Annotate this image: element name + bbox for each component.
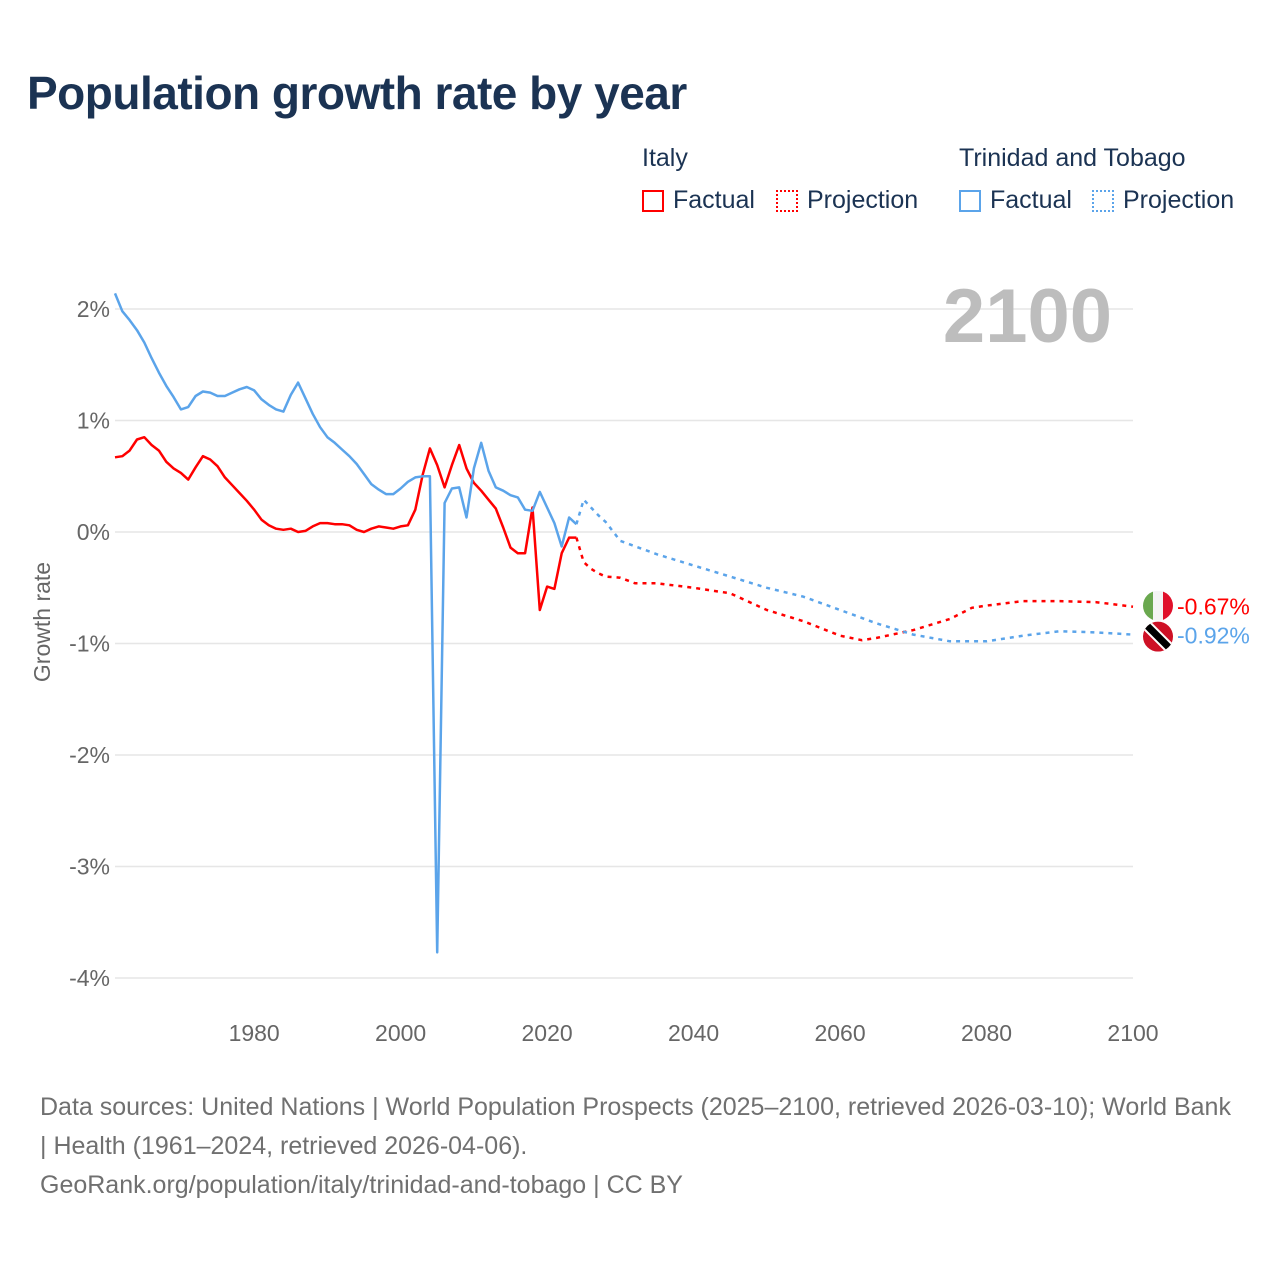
y-tick-label: -3% (69, 854, 110, 880)
y-tick-label: -1% (69, 631, 110, 657)
series-line-factual-1 (113, 292, 578, 954)
legend-group-trinidad: Trinidad and Tobago (959, 144, 1186, 172)
series-line-projection-0 (575, 537, 1134, 642)
y-tick-label: -4% (69, 965, 110, 991)
x-tick-label: 2020 (522, 1020, 573, 1046)
x-tick-label: 2100 (1107, 1020, 1158, 1046)
solid-swatch-icon (959, 189, 981, 212)
x-tick-label: 1980 (229, 1020, 280, 1046)
x-tick-label: 2080 (961, 1020, 1012, 1046)
x-tick-label: 2040 (668, 1020, 719, 1046)
x-tick-label: 2000 (375, 1020, 426, 1046)
trinidad-flag-icon (1143, 621, 1173, 652)
year-label: 2100 (943, 274, 1112, 359)
legend-label: Factual (673, 186, 755, 214)
footer-link[interactable]: GeoRank.org/population/italy/trinidad-an… (40, 1171, 683, 1199)
series-line-projection-1 (575, 497, 1134, 643)
y-tick-label: 0% (77, 519, 110, 545)
dotted-swatch-icon (776, 189, 798, 212)
legend-italy-projection[interactable]: Projection (776, 186, 918, 215)
legend-group-italy: Italy (642, 144, 688, 172)
series-line-factual-0 (114, 435, 577, 612)
solid-swatch-icon (642, 189, 664, 212)
italy-flag-icon (1143, 590, 1173, 621)
italy-end-value: -0.67% (1177, 594, 1250, 620)
footer-sources: Data sources: United Nations | World Pop… (40, 1093, 1231, 1160)
dotted-swatch-icon (1092, 189, 1114, 212)
legend-trinidad-projection[interactable]: Projection (1092, 186, 1234, 215)
trinidad-end-value: -0.92% (1177, 623, 1250, 649)
legend-label: Factual (990, 186, 1072, 214)
legend-trinidad-factual[interactable]: Factual (959, 186, 1072, 215)
x-tick-label: 2060 (814, 1020, 865, 1046)
legend-label: Projection (1123, 186, 1235, 214)
y-tick-label: -2% (69, 742, 110, 768)
legend-italy-factual[interactable]: Factual (642, 186, 755, 215)
y-axis-label: Growth rate (29, 562, 55, 682)
footer: Data sources: United Nations | World Pop… (40, 1088, 1240, 1205)
y-tick-label: 2% (77, 296, 110, 322)
y-tick-label: 1% (77, 408, 110, 434)
legend-label: Projection (807, 186, 919, 214)
page-title: Population growth rate by year (27, 67, 687, 119)
